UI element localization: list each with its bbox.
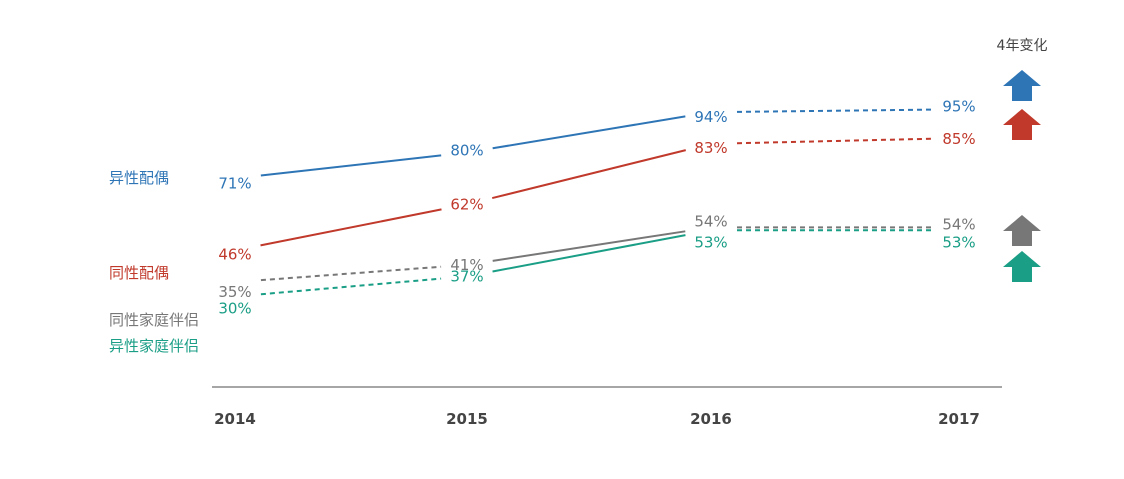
arrow-up-icon-1 xyxy=(1003,109,1041,140)
data-label-s0-1: 80% xyxy=(450,142,483,160)
series-0-segment-1 xyxy=(492,115,686,150)
series-2-segment-1 xyxy=(492,230,686,262)
data-label-s0-0: 71% xyxy=(218,174,251,192)
series-3-segment-1 xyxy=(492,234,686,273)
data-label-s1-1: 62% xyxy=(450,195,483,213)
series-1-segment-0 xyxy=(260,208,442,247)
data-label-s3-3: 53% xyxy=(942,233,975,251)
data-label-s0-2: 94% xyxy=(694,108,727,126)
x-tick-2016: 2016 xyxy=(690,410,732,428)
change-arrows xyxy=(1003,70,1041,282)
series-0-segment-2 xyxy=(736,108,934,113)
data-label-s1-3: 85% xyxy=(942,130,975,148)
arrow-up-icon-3 xyxy=(1003,251,1041,282)
data-label-s2-1: 41% xyxy=(450,256,483,274)
data-label-s3-0: 30% xyxy=(218,300,251,318)
data-label-s2-3: 54% xyxy=(942,215,975,233)
data-label-s1-0: 46% xyxy=(218,245,251,263)
data-label-s3-2: 53% xyxy=(694,233,727,251)
series-name-0: 异性配偶 xyxy=(109,169,169,187)
series-3-segment-0 xyxy=(260,277,442,296)
data-label-s2-2: 54% xyxy=(694,212,727,230)
series-name-1: 同性配偶 xyxy=(109,264,169,282)
series-lines xyxy=(260,108,934,296)
series-1-segment-2 xyxy=(736,137,934,145)
data-labels: 71% 80% 94% 95% 46% 62% 83% 85% 35% 41% 54% 54% 30% 3… xyxy=(218,97,975,317)
series-1-segment-1 xyxy=(491,149,687,200)
series-name-3: 异性家庭伴侣 xyxy=(109,337,199,355)
x-tick-2017: 2017 xyxy=(938,410,980,428)
arrow-up-icon-0 xyxy=(1003,70,1041,101)
series-2-segment-0 xyxy=(260,265,442,282)
x-tick-2015: 2015 xyxy=(446,410,488,428)
arrow-up-icon-2 xyxy=(1003,215,1041,246)
data-label-s0-3: 95% xyxy=(942,97,975,115)
data-label-s2-0: 35% xyxy=(218,283,251,301)
change-title: 4年变化 xyxy=(997,38,1048,54)
series-0-segment-0 xyxy=(260,154,442,177)
x-tick-2014: 2014 xyxy=(214,410,256,428)
series-name-2: 同性家庭伴侣 xyxy=(109,311,199,329)
x-axis-ticks: 2014 2015 2016 2017 xyxy=(214,410,980,428)
data-label-s1-2: 83% xyxy=(694,139,727,157)
data-label-s3-1: 37% xyxy=(450,267,483,285)
